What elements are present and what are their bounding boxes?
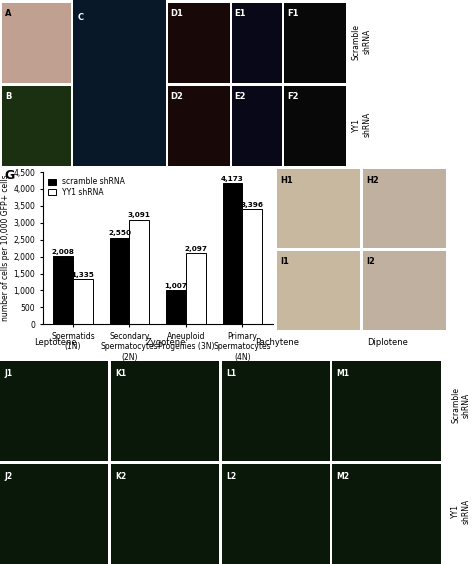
Text: M2: M2 [337, 472, 350, 481]
Text: YY1
shRNA: YY1 shRNA [352, 112, 371, 138]
Text: 2,550: 2,550 [108, 231, 131, 236]
Text: J2: J2 [4, 472, 12, 481]
Text: E2: E2 [234, 92, 246, 102]
Text: B: B [5, 92, 11, 102]
Text: C: C [77, 14, 83, 23]
Text: J1: J1 [4, 369, 12, 378]
Bar [109, 238, 129, 324]
Text: I1: I1 [281, 257, 290, 266]
Text: 2,008: 2,008 [52, 249, 74, 255]
Text: 1,335: 1,335 [71, 272, 94, 277]
Text: H1: H1 [281, 175, 293, 184]
Text: M1: M1 [337, 369, 350, 378]
Bar [129, 220, 149, 324]
Bar [53, 257, 73, 324]
Text: 2,097: 2,097 [184, 246, 207, 252]
Text: K1: K1 [115, 369, 126, 378]
Bar [73, 279, 92, 324]
Text: D1: D1 [171, 9, 183, 18]
Text: YY1
shRNA: YY1 shRNA [451, 499, 471, 524]
Bar [166, 290, 186, 324]
Text: I2: I2 [366, 257, 375, 266]
Text: 4,173: 4,173 [221, 175, 244, 182]
Y-axis label: number of cells per 10,000 GFP+ cells: number of cells per 10,000 GFP+ cells [1, 175, 10, 321]
Text: 3,396: 3,396 [241, 202, 264, 208]
Text: A: A [5, 9, 12, 18]
Text: G: G [5, 169, 15, 182]
Bar [242, 209, 262, 324]
Text: E1: E1 [234, 9, 246, 18]
Text: Scramble
shRNA: Scramble shRNA [352, 24, 371, 60]
Legend: scramble shRNA, YY1 shRNA: scramble shRNA, YY1 shRNA [46, 176, 126, 199]
Text: F1: F1 [287, 9, 298, 18]
Text: Scramble
shRNA: Scramble shRNA [451, 387, 471, 424]
Text: L2: L2 [226, 472, 236, 481]
Bar [223, 183, 242, 324]
Text: L1: L1 [226, 369, 236, 378]
Text: K2: K2 [115, 472, 126, 481]
Text: Leptotene: Leptotene [34, 338, 77, 347]
Text: F2: F2 [287, 92, 298, 102]
Text: D2: D2 [171, 92, 183, 102]
Bar [186, 253, 206, 324]
Text: H2: H2 [366, 175, 379, 184]
Text: 1,007: 1,007 [164, 283, 187, 289]
Text: Pachytene: Pachytene [255, 338, 299, 347]
Text: 3,091: 3,091 [128, 212, 151, 218]
Text: Diplotene: Diplotene [367, 338, 408, 347]
Text: Zygotene: Zygotene [146, 338, 186, 347]
